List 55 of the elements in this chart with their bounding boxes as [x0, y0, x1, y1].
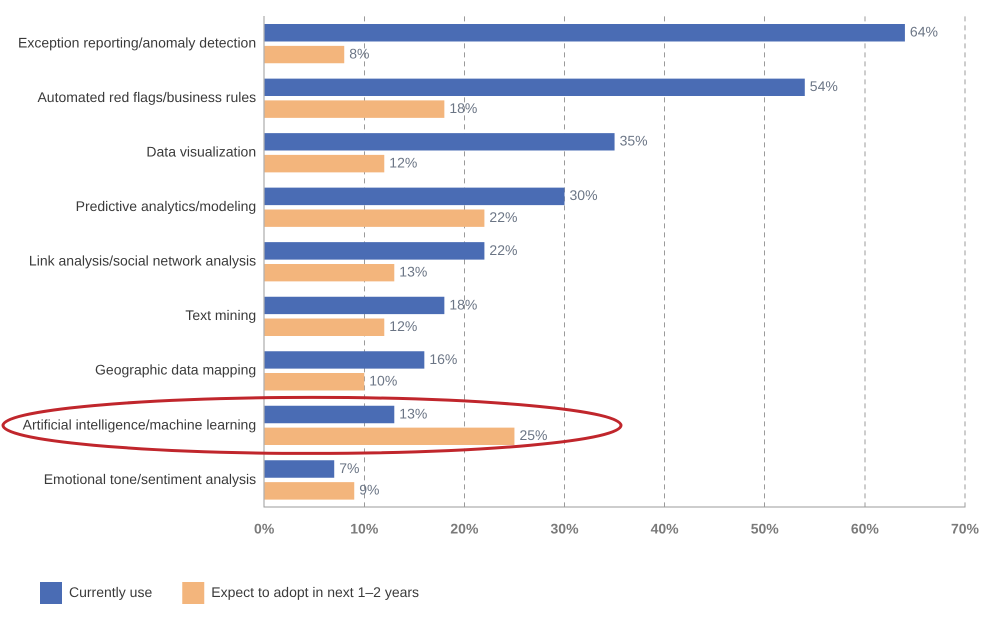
- data-label: 13%: [399, 405, 428, 422]
- bar: [264, 406, 394, 424]
- bar: [264, 242, 484, 260]
- x-tick-label: 30%: [550, 520, 580, 536]
- data-label: 9%: [359, 482, 380, 498]
- bar: [264, 296, 444, 314]
- x-tick-label: 0%: [254, 520, 275, 536]
- legend-label: Currently use: [69, 584, 152, 600]
- data-label: 22%: [489, 209, 518, 226]
- bar: [264, 46, 344, 64]
- y-tick-label: Text mining: [185, 307, 256, 324]
- bar: [264, 264, 394, 282]
- bar: [264, 154, 384, 172]
- x-tick-label: 70%: [950, 520, 980, 536]
- x-tick-label: 40%: [650, 520, 680, 536]
- y-tick-label: Emotional tone/sentiment analysis: [44, 470, 256, 487]
- bar: [264, 351, 424, 369]
- data-label: 12%: [389, 318, 418, 334]
- data-label: 64%: [910, 24, 938, 40]
- y-tick-label: Data visualization: [146, 144, 256, 160]
- bar: [264, 209, 484, 227]
- data-label: 22%: [489, 242, 518, 258]
- y-tick-label: Exception reporting/anomaly detection: [18, 34, 256, 51]
- bar: [264, 188, 565, 206]
- bar: [264, 24, 905, 42]
- y-tick-label: Automated red flags/business rules: [37, 89, 256, 106]
- data-label: 35%: [620, 132, 648, 149]
- bar: [264, 133, 615, 151]
- data-label: 16%: [429, 350, 458, 367]
- data-label: 18%: [449, 100, 478, 116]
- y-tick-label: Predictive analytics/modeling: [76, 198, 256, 214]
- data-label: 10%: [369, 372, 398, 389]
- data-label: 8%: [349, 45, 370, 62]
- legend-label: Expect to adopt in next 1–2 years: [211, 584, 420, 600]
- x-tick-label: 20%: [450, 520, 479, 536]
- y-tick-label: Geographic data mapping: [95, 362, 256, 378]
- data-label: 18%: [449, 296, 478, 312]
- y-tick-label: Artificial intelligence/machine learning: [22, 416, 256, 432]
- data-label: 13%: [399, 264, 428, 280]
- bar: [264, 428, 514, 446]
- data-label: 30%: [570, 187, 598, 204]
- bar: [264, 100, 444, 118]
- bar: [264, 78, 805, 96]
- x-tick-label: 50%: [750, 520, 780, 536]
- bar: [264, 460, 334, 478]
- x-tick-label: 10%: [350, 520, 379, 536]
- bar: [264, 482, 354, 500]
- data-label: 25%: [519, 427, 548, 444]
- data-label: 54%: [810, 78, 838, 94]
- data-label: 12%: [389, 154, 418, 170]
- x-tick-label: 60%: [850, 520, 880, 536]
- data-label: 7%: [339, 460, 360, 476]
- bar: [264, 373, 364, 390]
- bar: [264, 318, 384, 336]
- y-tick-label: Link analysis/social network analysis: [28, 252, 256, 269]
